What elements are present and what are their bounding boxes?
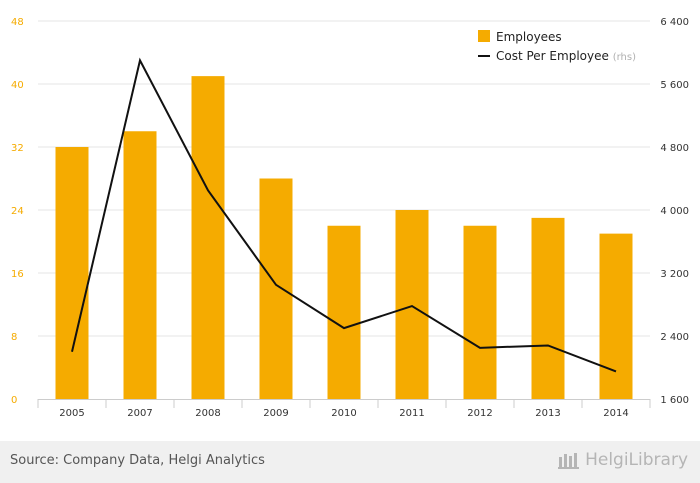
x-tick-label: 2005 bbox=[59, 408, 84, 419]
x-tick-label: 2014 bbox=[603, 408, 628, 419]
x-tick-label: 2011 bbox=[399, 408, 424, 419]
legend-employees-label: Employees bbox=[496, 30, 562, 44]
employees-bar bbox=[463, 225, 497, 399]
left-axis-ticks: 0 8 16 24 32 40 48 bbox=[11, 17, 24, 406]
left-tick-label: 24 bbox=[11, 206, 24, 217]
x-tick-label: 2013 bbox=[535, 408, 560, 419]
x-tick-label: 2012 bbox=[467, 408, 492, 419]
library-icon bbox=[558, 453, 580, 469]
employees-bar bbox=[395, 210, 429, 399]
employees-bar bbox=[123, 131, 157, 399]
legend-bar-swatch bbox=[478, 30, 490, 42]
right-axis-ticks: 1 600 2 400 3 200 4 000 4 800 5 600 6 400 bbox=[660, 17, 689, 406]
brand-text: HelgiLibrary bbox=[585, 450, 688, 470]
right-tick-label: 2 400 bbox=[660, 332, 689, 343]
employees-bar bbox=[191, 76, 225, 399]
left-tick-label: 40 bbox=[11, 80, 24, 91]
right-tick-label: 1 600 bbox=[660, 395, 689, 406]
x-tick-label: 2008 bbox=[195, 408, 220, 419]
x-tick-label: 2010 bbox=[331, 408, 356, 419]
right-tick-label: 6 400 bbox=[660, 17, 689, 28]
employees-bar bbox=[55, 147, 89, 399]
right-tick-label: 3 200 bbox=[660, 269, 689, 280]
employees-bar bbox=[531, 217, 565, 399]
employees-bar bbox=[259, 178, 293, 399]
left-tick-label: 8 bbox=[11, 332, 17, 343]
chart: 2005 2007 2008 2009 2010 2011 2012 2013 2014 0 8 1… bbox=[11, 17, 689, 419]
bars bbox=[55, 76, 633, 399]
brand-logo: HelgiLibrary bbox=[558, 450, 688, 470]
right-tick-label: 4 000 bbox=[660, 206, 689, 217]
x-tick-label: 2007 bbox=[127, 408, 152, 419]
employees-bar bbox=[327, 225, 361, 399]
legend-rhs-note: (rhs) bbox=[613, 52, 636, 63]
left-tick-label: 32 bbox=[11, 143, 24, 154]
x-axis: 2005 2007 2008 2009 2010 2011 2012 2013 2014 bbox=[37, 399, 651, 419]
employees-bar bbox=[599, 233, 633, 399]
left-tick-label: 16 bbox=[11, 269, 24, 280]
right-tick-label: 4 800 bbox=[660, 143, 689, 154]
right-tick-label: 5 600 bbox=[660, 80, 689, 91]
left-tick-label: 48 bbox=[11, 17, 24, 28]
legend-cost-label: Cost Per Employee (rhs) bbox=[496, 49, 636, 63]
footer: Source: Company Data, Helgi Analytics He… bbox=[0, 441, 700, 483]
source-text: Source: Company Data, Helgi Analytics bbox=[10, 453, 265, 468]
left-tick-label: 0 bbox=[11, 395, 17, 406]
legend: Employees Cost Per Employee (rhs) bbox=[478, 30, 636, 63]
cost-line-group bbox=[71, 57, 617, 373]
x-tick-label: 2009 bbox=[263, 408, 288, 419]
cost-per-employee-line bbox=[71, 57, 617, 373]
